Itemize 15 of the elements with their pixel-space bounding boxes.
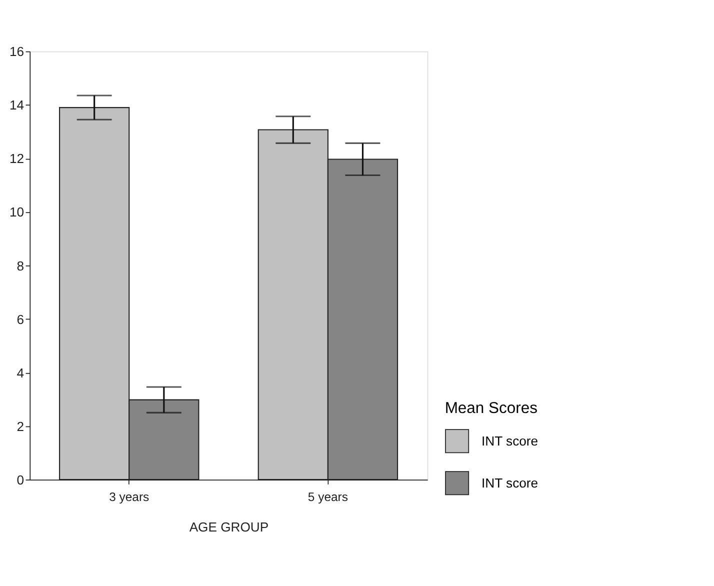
y-tick-label: 14	[9, 98, 24, 113]
x-tick-label: 5 years	[308, 490, 348, 504]
y-tick-label: 2	[16, 418, 24, 434]
y-tick-label: 0	[16, 472, 24, 488]
x-axis-title: AGE GROUP	[189, 520, 269, 535]
legend-label: INT score	[482, 433, 538, 448]
x-tick-label: 3 years	[109, 490, 150, 504]
y-tick-label: 6	[16, 312, 24, 327]
y-tick-label: 16	[9, 44, 24, 60]
y-tick-label: 4	[16, 365, 24, 380]
y-tick-label: 12	[9, 151, 24, 166]
legend-title: Mean Scores	[444, 400, 538, 418]
y-tick-label: 10	[9, 204, 24, 220]
y-tick-label: 8	[16, 258, 24, 274]
legend-label: INT score	[482, 475, 538, 490]
